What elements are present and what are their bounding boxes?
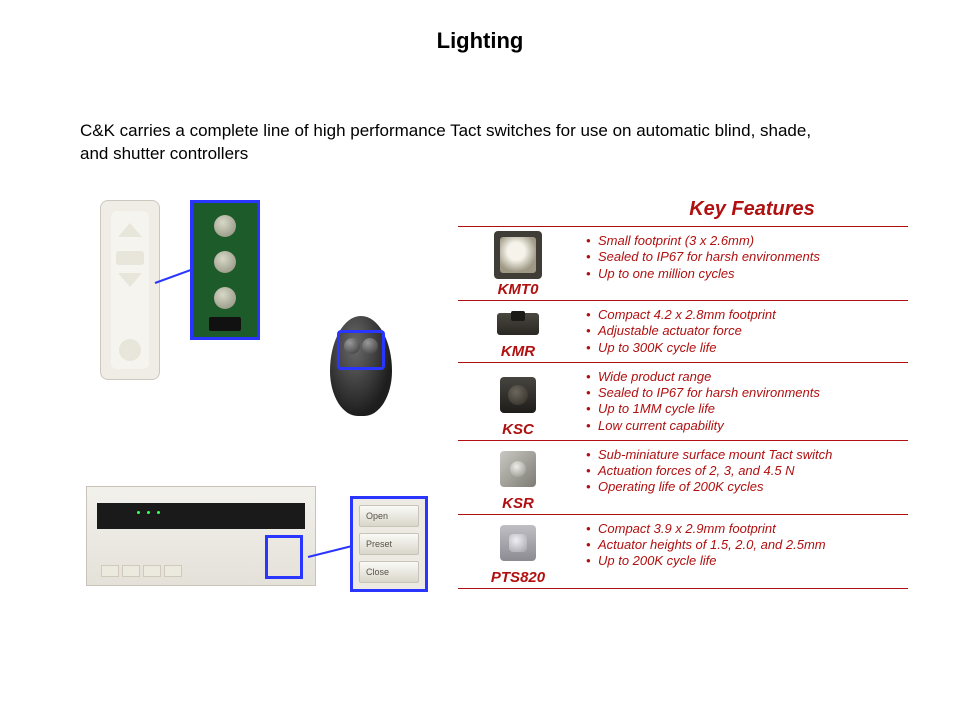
feature-item: Adjustable actuator force [586,323,904,339]
product-name: PTS820 [491,569,545,586]
product-row: KSR Sub-miniature surface mount Tact swit… [458,440,908,514]
product-thumb-col: KSR [458,441,578,514]
product-row: KMT0 Small footprint (3 x 2.6mm)Sealed to… [458,226,908,300]
callout-line [155,268,193,284]
product-thumb [491,307,545,341]
feature-list: Compact 3.9 x 2.9mm footprintActuator he… [578,515,908,588]
feature-item: Compact 4.2 x 2.8mm footprint [586,307,904,323]
product-row: KSC Wide product rangeSealed to IP67 for … [458,362,908,440]
product-feature-table: KMT0Small footprint (3 x 2.6mm)Sealed to… [458,226,908,589]
product-thumb [494,519,542,567]
feature-item: Sealed to IP67 for harsh environments [586,385,904,401]
detail-button-label: Close [359,561,419,583]
feature-item: Operating life of 200K cycles [586,479,904,495]
feature-item: Up to 300K cycle life [586,340,904,356]
product-thumb [494,371,542,419]
product-row: PTS820 Compact 3.9 x 2.9mm footprintActua… [458,514,908,589]
panel-detail-image: Open Preset Close [350,496,428,592]
feature-list: Small footprint (3 x 2.6mm)Sealed to IP6… [578,227,908,300]
pcb-image [190,200,260,340]
key-features-heading: Key Features [612,198,892,221]
remote-control-image [100,200,160,380]
product-thumb-col: KSC [458,363,578,440]
product-name: KMT0 [498,281,539,298]
feature-item: Wide product range [586,369,904,385]
product-thumb-col: PTS820 [458,515,578,588]
feature-item: Actuation forces of 2, 3, and 4.5 N [586,463,904,479]
feature-item: Small footprint (3 x 2.6mm) [586,233,904,249]
detail-button-label: Preset [359,533,419,555]
page-title: Lighting [0,28,960,54]
feature-item: Sub-miniature surface mount Tact switch [586,447,904,463]
feature-item: Sealed to IP67 for harsh environments [586,249,904,265]
wall-panel-image [86,486,316,586]
feature-list: Wide product rangeSealed to IP67 for har… [578,363,908,440]
product-name: KMR [501,343,535,360]
product-thumb-col: KMT0 [458,227,578,300]
product-row: KMR Compact 4.2 x 2.8mm footprintAdjustab… [458,300,908,362]
product-name: KSC [502,421,534,438]
product-thumb [494,445,542,493]
feature-list: Compact 4.2 x 2.8mm footprintAdjustable … [578,301,908,362]
feature-list: Sub-miniature surface mount Tact switchA… [578,441,908,514]
feature-item: Up to 1MM cycle life [586,401,904,417]
product-name: KSR [502,495,534,512]
product-thumb [494,231,542,279]
feature-item: Low current capability [586,418,904,434]
feature-item: Compact 3.9 x 2.9mm footprint [586,521,904,537]
product-thumb-col: KMR [458,301,578,362]
detail-button-label: Open [359,505,419,527]
key-fob-image [330,316,392,416]
intro-text: C&K carries a complete line of high perf… [80,120,840,166]
feature-item: Up to 200K cycle life [586,553,904,569]
highlight-box [265,535,303,579]
feature-item: Up to one million cycles [586,266,904,282]
feature-item: Actuator heights of 1.5, 2.0, and 2.5mm [586,537,904,553]
